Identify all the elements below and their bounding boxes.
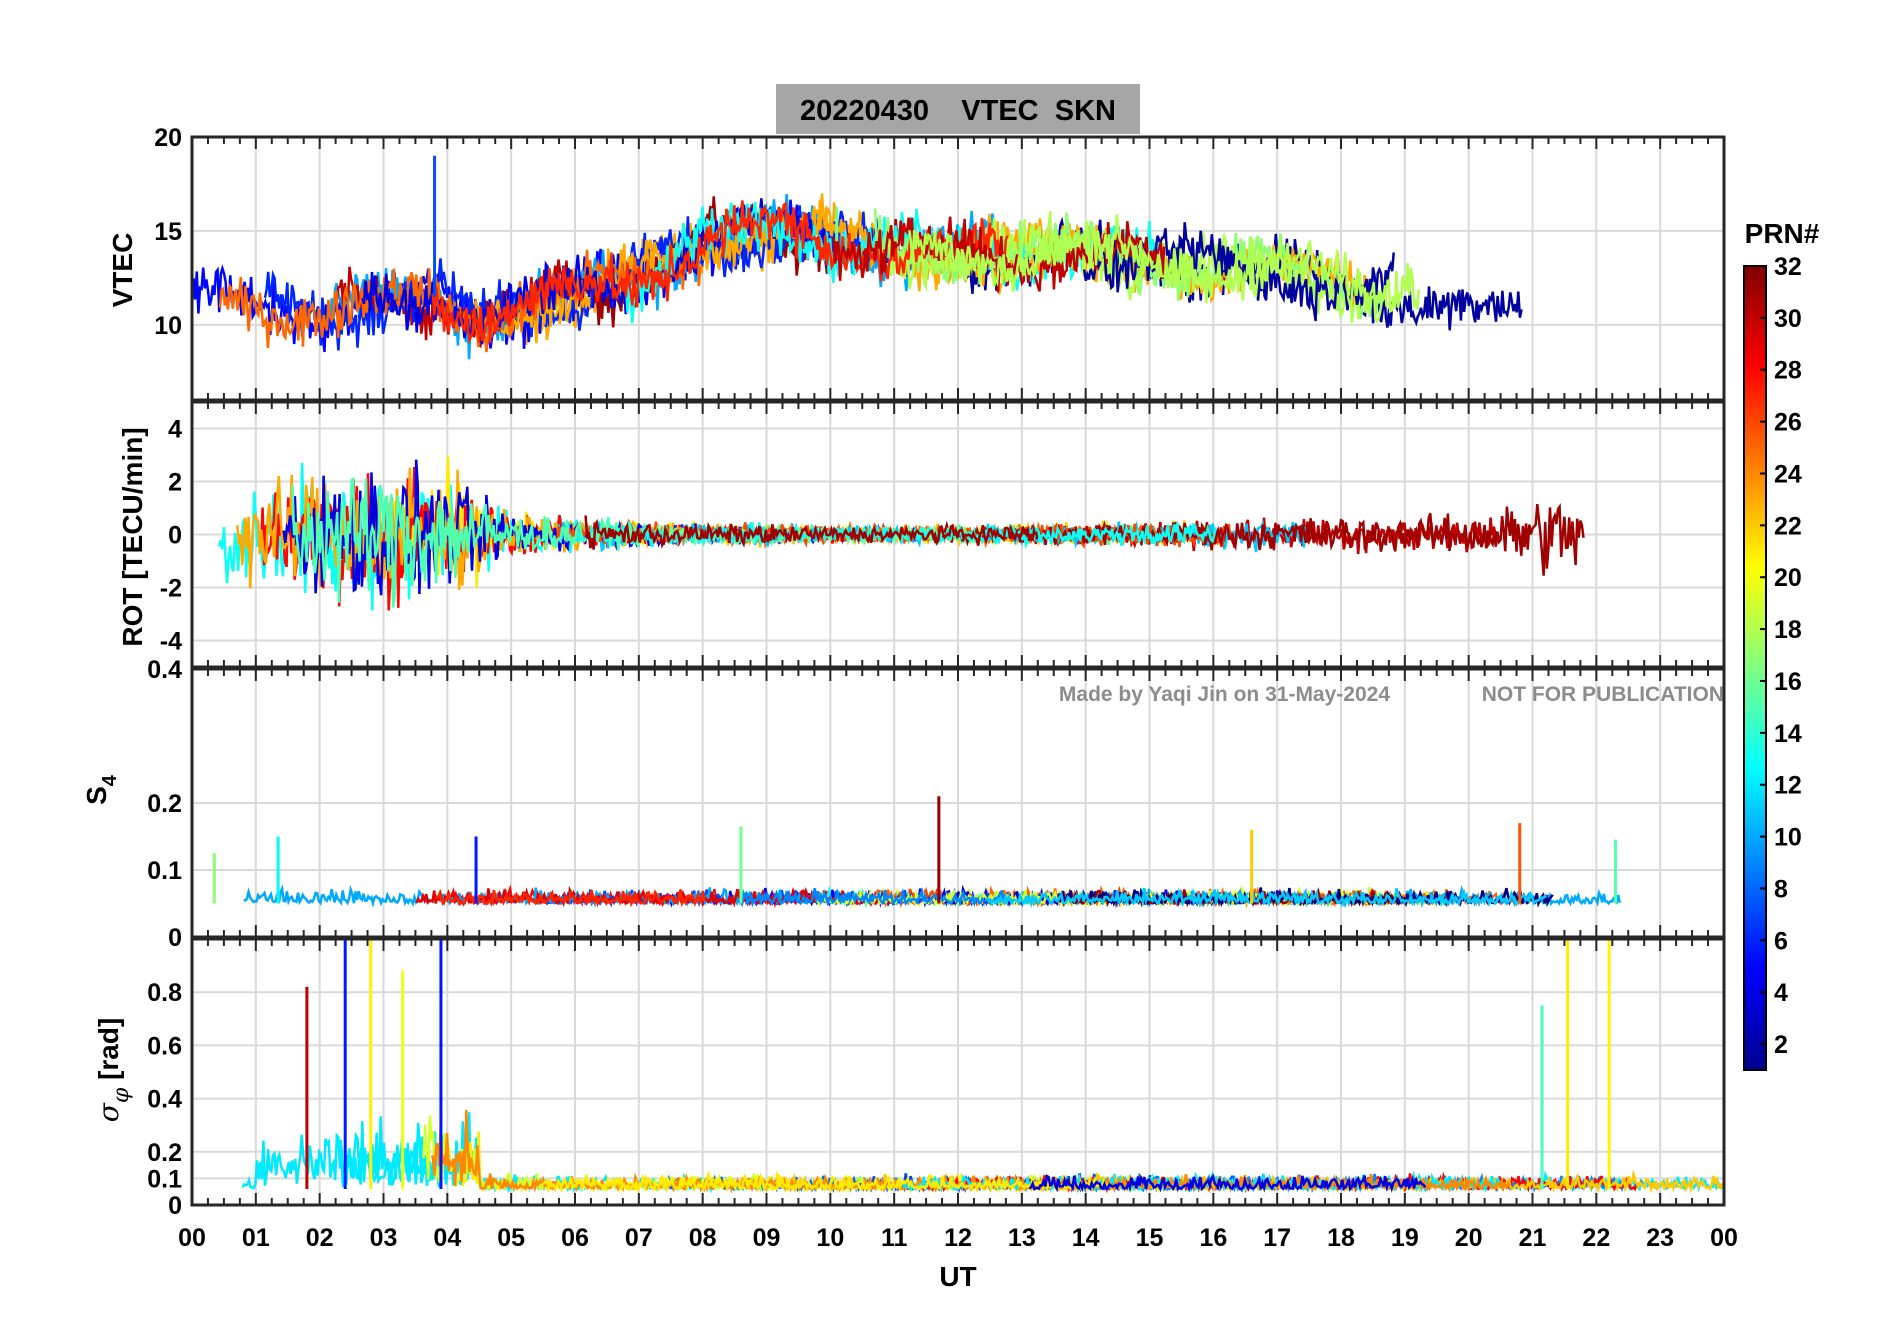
y-tick-label: 4 (168, 416, 182, 444)
x-tick-label: 03 (370, 1224, 398, 1252)
x-tick-label: 19 (1391, 1224, 1419, 1252)
xlabel-ut: UT (939, 1261, 976, 1292)
svg-text:S4: S4 (81, 774, 121, 805)
y-tick-label: 0 (168, 924, 182, 952)
colorbar-tick-label: 4 (1774, 979, 1788, 1007)
x-tick-label: 21 (1519, 1224, 1547, 1252)
x-tick-label: 06 (561, 1224, 589, 1252)
series-group (212, 796, 1622, 909)
title-box (776, 84, 1140, 134)
frame-layer: 101520-4-202400.10.20.400.10.20.40.60.80… (147, 124, 1738, 1252)
x-tick-label: 08 (689, 1224, 717, 1252)
series-line-prn (985, 887, 1548, 909)
y-tick-label: 0.4 (147, 1086, 182, 1114)
colorbar-tick-label: 18 (1774, 616, 1802, 644)
x-tick-label: 00 (178, 1224, 206, 1252)
x-tick-label: 00 (1710, 1224, 1738, 1252)
colorbar-tick-label: 30 (1774, 305, 1802, 333)
colorbar-tick-label: 26 (1774, 409, 1802, 437)
x-tick-label: 13 (1008, 1224, 1036, 1252)
y-tick-label: 0.1 (147, 857, 182, 885)
ylabel-rot: ROT [TECU/min] (117, 427, 148, 646)
x-tick-label: 17 (1263, 1224, 1291, 1252)
series-group (192, 155, 1523, 360)
colorbar-tick-label: 22 (1774, 512, 1802, 540)
y-tick-label: 20 (154, 124, 182, 152)
x-tick-label: 20 (1455, 1224, 1483, 1252)
y-tick-label: 0.6 (147, 1032, 182, 1060)
series-group (241, 939, 1724, 1194)
x-tick-label: 18 (1327, 1224, 1355, 1252)
x-tick-label: 04 (433, 1224, 461, 1252)
y-tick-label: 0.2 (147, 1139, 182, 1167)
colorbar-tick-label: 20 (1774, 564, 1802, 592)
y-tick-label: 0 (168, 1192, 182, 1220)
y-tick-label: 0.2 (147, 790, 182, 818)
ylabel-s4: S4 (81, 774, 121, 805)
colorbar-tick-label: 10 (1774, 824, 1802, 852)
x-tick-label: 10 (816, 1224, 844, 1252)
y-tick-label: 10 (154, 312, 182, 340)
data-layer (192, 155, 1724, 1194)
series-line-prn (436, 889, 706, 908)
x-tick-label: 16 (1199, 1224, 1227, 1252)
x-tick-label: 02 (306, 1224, 334, 1252)
x-tick-label: 07 (625, 1224, 653, 1252)
y-tick-label: 0.1 (147, 1165, 182, 1193)
colorbar-tick-label: 28 (1774, 357, 1802, 385)
colorbar-tick-label: 32 (1774, 253, 1802, 281)
series-line-prn (1028, 1173, 1427, 1193)
ylabel-sigma-phi: σφ [rad] (92, 1018, 134, 1123)
colorbar-tick-label: 24 (1774, 460, 1802, 488)
x-tick-label: 05 (497, 1224, 525, 1252)
x-tick-label: 01 (242, 1224, 270, 1252)
colorbar-label: PRN# (1745, 218, 1820, 249)
colorbar-tick-label: 12 (1774, 772, 1802, 800)
colorbar-tick-label: 8 (1774, 875, 1788, 903)
svg-text:σφ [rad]: σφ [rad] (92, 1018, 134, 1123)
y-tick-label: 15 (154, 218, 182, 246)
ylabel-vtec: VTEC (107, 233, 138, 308)
series-line-prn (584, 515, 1037, 550)
colorbar-tick-label: 16 (1774, 668, 1802, 696)
chart-title: 20220430 VTEC SKN (800, 95, 1116, 127)
y-tick-label: -2 (160, 575, 182, 603)
watermark-author: Made by Yaqi Jin on 31-May-2024 (1059, 683, 1390, 706)
colorbar-tick-label: 2 (1774, 1031, 1788, 1059)
y-tick-label: 0.4 (147, 656, 182, 684)
x-tick-label: 14 (1072, 1224, 1100, 1252)
x-tick-label: 12 (944, 1224, 972, 1252)
y-tick-label: -4 (160, 628, 182, 656)
y-tick-label: 0.8 (147, 979, 182, 1007)
watermark-notice: NOT FOR PUBLICATION (1482, 683, 1724, 706)
x-tick-label: 09 (753, 1224, 781, 1252)
series-line-prn (738, 887, 1006, 908)
colorbar-tick-label: 14 (1774, 720, 1802, 748)
x-tick-label: 15 (1136, 1224, 1164, 1252)
x-tick-label: 22 (1582, 1224, 1610, 1252)
colorbar (1743, 265, 1767, 1071)
colorbar-tick-label: 6 (1774, 927, 1788, 955)
y-tick-label: 0 (168, 522, 182, 550)
series-group (217, 456, 1585, 611)
y-tick-label: 2 (168, 469, 182, 497)
x-tick-label: 23 (1646, 1224, 1674, 1252)
series-line-prn (541, 1172, 1109, 1194)
x-tick-label: 11 (881, 1224, 908, 1252)
series-line-prn (291, 476, 644, 608)
series-line-prn (908, 214, 1390, 324)
